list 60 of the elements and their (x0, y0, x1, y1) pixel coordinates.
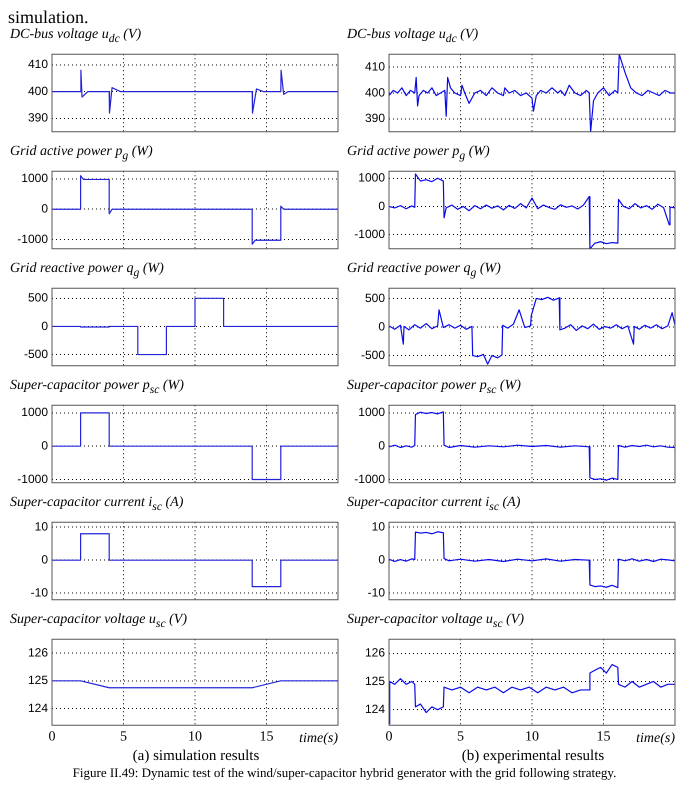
chart-title: Super-capacitor current i$_{sc}$ (A) (9, 494, 184, 513)
y-tick-label: 0 (41, 318, 48, 333)
y-tick-label: 500 (28, 290, 48, 305)
y-tick-label: 0 (378, 319, 386, 334)
chart-title: DC-bus voltage u$_{dc}$ (V) (346, 26, 480, 45)
y-tick-label: 0 (41, 202, 48, 216)
y-tick-label: 390 (364, 111, 386, 126)
chart-title: Super-capacitor current i$_{sc}$ (A) (346, 494, 522, 513)
x-tick-label: 10 (525, 729, 539, 744)
chart-title: Super-capacitor voltage u$_{sc}$ (V) (9, 611, 188, 630)
chart-title: Grid reactive power q$_{g}$ (W) (9, 260, 165, 279)
y-tick-label: 1000 (21, 405, 48, 420)
text: simulation. (8, 7, 90, 27)
chart-title: Super-capacitor power p$_{sc}$ (W) (346, 377, 522, 396)
y-tick-label: 0 (41, 438, 48, 452)
y-tick-label: 500 (364, 290, 386, 305)
y-tick-label: 400 (28, 84, 48, 98)
y-tick-label: -1000 (17, 232, 48, 246)
y-tick-label: 125 (364, 674, 386, 688)
y-tick-label: 1000 (21, 171, 48, 186)
y-tick-label: 400 (364, 85, 386, 100)
y-tick-label: -500 (24, 346, 48, 361)
y-tick-label: 0 (378, 438, 386, 452)
y-tick-label: 124 (364, 702, 386, 716)
x-axis-title: time(s) (636, 730, 676, 746)
x-axis-title: time(s) (299, 730, 338, 746)
y-tick-label: -1000 (17, 472, 48, 486)
text: (b) experimental results (460, 748, 606, 765)
x-tick-label: 10 (188, 729, 202, 744)
y-tick-label: 10 (34, 519, 48, 534)
chart-title: Grid active power p$_{g}$ (W) (346, 143, 491, 162)
y-tick-label: 126 (28, 645, 48, 660)
y-tick-label: 10 (372, 519, 386, 534)
chart-title: Super-capacitor voltage u$_{sc}$ (V) (346, 611, 526, 630)
y-tick-label: 1000 (358, 405, 386, 420)
y-tick-label: 0 (378, 198, 386, 213)
y-tick-label: -1000 (354, 472, 386, 486)
y-tick-label: -500 (360, 348, 386, 362)
x-tick-label: 15 (260, 729, 274, 744)
y-tick-label: 125 (28, 673, 48, 688)
text: Figure II.49: Dynamic test of the wind/super-capacitor hybrid generator with the grid following strategy. (72, 765, 618, 780)
y-tick-label: 124 (28, 700, 48, 715)
y-tick-label: 410 (364, 59, 386, 74)
y-tick-label: 410 (28, 57, 48, 72)
x-tick-label: 5 (120, 729, 127, 744)
y-tick-label: 0 (41, 552, 48, 566)
chart-title: DC-bus voltage u$_{dc}$ (V) (8, 26, 142, 45)
text: (a) simulation results (132, 748, 260, 765)
y-tick-label: 390 (28, 110, 48, 125)
y-tick-label: -10 (30, 586, 48, 600)
chart-title: Grid active power p$_{g}$ (W) (9, 143, 154, 162)
chart-title: Super-capacitor power p$_{sc}$ (W) (9, 377, 185, 396)
y-tick-label: -10 (368, 586, 386, 600)
x-tick-label: 5 (457, 729, 464, 744)
y-tick-label: 1000 (358, 170, 386, 185)
y-tick-label: 0 (378, 552, 386, 566)
x-tick-label: 15 (596, 729, 610, 744)
y-tick-label: 126 (364, 646, 386, 660)
y-tick-label: -1000 (354, 227, 386, 242)
chart-title: Grid reactive power q$_{g}$ (W) (346, 260, 502, 279)
